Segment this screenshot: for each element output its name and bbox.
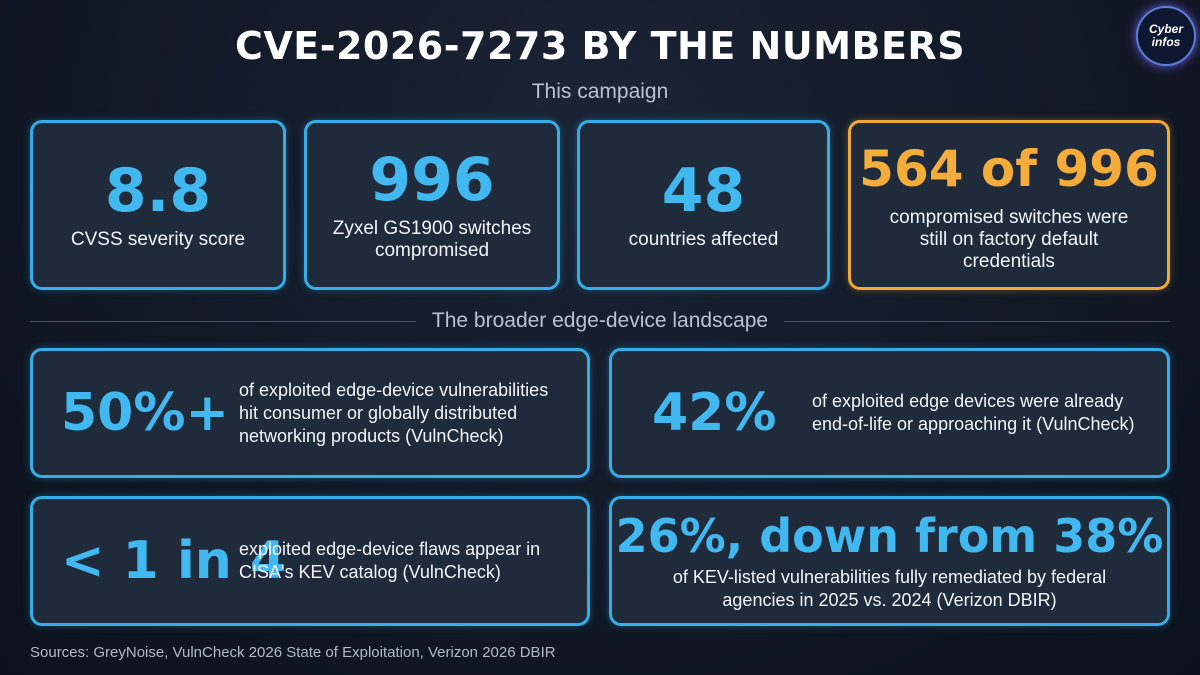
section-divider: The broader edge-device landscape — [30, 306, 1171, 336]
stat-card-countries: 48 countries affected — [577, 120, 830, 290]
stat-card-cvss: 8.8 CVSS severity score — [30, 120, 286, 290]
stat-label: of exploited edge-device vulnerabilities… — [239, 379, 549, 446]
brand-logo: Cyber infos — [1136, 6, 1196, 66]
stat-value: < 1 in 4 — [61, 531, 287, 591]
stat-value: 8.8 — [104, 156, 212, 226]
stat-value: 26%, down from 38% — [615, 509, 1164, 563]
stat-label: of exploited edge devices were already e… — [812, 391, 1135, 434]
logo-line-1: Cyber — [1148, 22, 1183, 36]
stat-label: Zyxel GS1900 switches compromised — [332, 218, 532, 261]
stat-card-kev-catalog: < 1 in 4 exploited edge-device flaws app… — [30, 496, 590, 626]
stat-card-end-of-life: 42% of exploited edge devices were alrea… — [609, 348, 1170, 478]
stat-value: 48 — [661, 156, 746, 226]
section-label: The broader edge-device landscape — [431, 309, 769, 332]
stat-label: exploited edge-device flaws appear in CI… — [239, 539, 541, 582]
stat-card-consumer-products: 50%+ of exploited edge-device vulnerabil… — [30, 348, 590, 478]
stat-value: 42% — [652, 383, 777, 443]
divider-line-left — [30, 320, 416, 322]
stat-label: compromised switches were still on facto… — [889, 207, 1129, 272]
stat-value: 996 — [369, 145, 495, 215]
logo-line-2: infos — [1151, 35, 1181, 49]
stat-card-switches: 996 Zyxel GS1900 switches compromised — [304, 120, 560, 290]
stat-label: of KEV-listed vulnerabilities fully reme… — [672, 567, 1107, 610]
page-title: CVE-2026-7273 BY THE NUMBERS — [234, 24, 966, 68]
stat-card-default-credentials: 564 of 996 compromised switches were sti… — [848, 120, 1170, 290]
stat-label: countries affected — [628, 229, 779, 250]
stat-value: 564 of 996 — [859, 140, 1159, 198]
stat-value: 50%+ — [61, 383, 230, 443]
divider-line-right — [784, 320, 1171, 322]
sources-footnote: Sources: GreyNoise, VulnCheck 2026 State… — [30, 644, 556, 661]
stat-card-remediation: 26%, down from 38% of KEV-listed vulnera… — [609, 496, 1170, 626]
stat-label: CVSS severity score — [70, 229, 246, 250]
campaign-subtitle: This campaign — [531, 80, 669, 103]
